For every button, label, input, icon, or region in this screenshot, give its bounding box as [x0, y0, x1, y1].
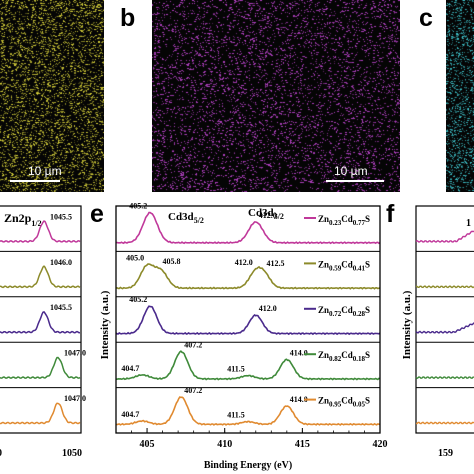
panel-letter-b: b	[120, 4, 136, 32]
data-label: 411.5	[227, 411, 245, 420]
plot-frame	[115, 205, 381, 434]
panel-letter-f: f	[386, 200, 395, 228]
panel-e-cd3d: Intensity (a.u.) Binding Energy (eV) Cd3…	[99, 202, 388, 471]
panel-d-peak-label: 1046.0	[50, 258, 72, 267]
data-label: 414.0	[290, 395, 308, 404]
eds-map-panel-b: 10 µm	[152, 0, 400, 192]
data-label: 407.2	[184, 341, 202, 350]
scale-bar-label-a: 10 µm	[28, 164, 62, 178]
eds-map-image-b	[152, 0, 400, 192]
panel-d-title: Zn2p1/2	[4, 211, 42, 228]
x-tick-label: 405	[140, 439, 155, 450]
scale-bar-b	[326, 180, 384, 182]
eds-map-panel-c	[446, 0, 474, 192]
scale-bar-a	[10, 180, 60, 182]
panel-f-trace	[415, 285, 474, 289]
eds-map-image-c	[446, 0, 474, 192]
legend-entry: Zn0.23Cd0.77S	[318, 214, 370, 227]
data-label: 405.0	[126, 254, 144, 263]
series-line	[115, 263, 381, 290]
data-label: 404.7	[121, 410, 139, 419]
panel-f-trace	[415, 230, 474, 243]
panel-d-trace	[0, 265, 81, 289]
series-line	[115, 396, 381, 426]
series-line	[115, 211, 381, 245]
data-label: 412.0	[259, 304, 277, 313]
data-label: 405.2	[129, 295, 147, 304]
panel-f-trace	[415, 322, 474, 334]
legend-entry: Zn0.82Cd0.18S	[318, 350, 370, 363]
legend-entry: Zn0.72Cd0.28S	[318, 305, 370, 318]
panel-d-zn2p: Zn2p1/2 1045.5 1046.0 1045.5 1047.0 1047.0 0…	[0, 205, 86, 459]
panel-f-partial: Intensity (a.u.) 1 159	[401, 205, 474, 459]
data-label: 407.2	[184, 386, 202, 395]
x-axis-label: Binding Energy (eV)	[204, 460, 292, 471]
scale-bar-label-b: 10 µm	[334, 164, 368, 178]
panel-f-partial-label: 1	[466, 218, 471, 229]
data-label: 412.5	[267, 259, 285, 268]
x-tick-label: 415	[295, 439, 310, 450]
panel-f-y-axis-label: Intensity (a.u.)	[401, 290, 413, 359]
panel-d-peak-label: 1045.5	[50, 212, 72, 221]
panel-d-trace	[0, 311, 81, 334]
panel-d-frame	[0, 205, 82, 434]
x-tick-label: 420	[373, 439, 388, 450]
y-axis-label: Intensity (a.u.)	[99, 290, 111, 359]
panel-f-trace	[416, 421, 474, 425]
series-line	[115, 305, 381, 336]
panel-d-peak-label: 1047.0	[64, 349, 86, 358]
panel-d-tick-label-1050: 1050	[62, 448, 82, 459]
panel-f-tick-label-159: 159	[438, 448, 453, 459]
eds-map-panel-a: 10 µm	[0, 0, 104, 192]
panel-d-trace	[0, 402, 81, 425]
panel-d-peak-label: 1045.5	[50, 303, 72, 312]
data-label: 412.0	[235, 258, 253, 267]
peak-title-cd3d52: Cd3d5/2	[168, 211, 204, 225]
series-line	[115, 350, 381, 381]
legend-entry: Zn0.95Cd0.05S	[318, 396, 370, 409]
panel-d-trace	[0, 220, 81, 243]
data-label: 414.0	[290, 349, 308, 358]
panel-d-trace	[0, 356, 81, 380]
panel-letter-e: e	[90, 200, 104, 228]
panel-f-trace	[415, 376, 474, 380]
legend-entry: Zn0.59Cd0.41S	[318, 259, 370, 272]
panel-d-tick-label-0: 0	[0, 448, 2, 459]
data-label: 404.7	[121, 364, 139, 373]
x-tick-label: 410	[217, 439, 232, 450]
panel-letter-c: c	[419, 4, 433, 32]
peak-title-cd3d32: Cd3d3/2	[248, 207, 284, 221]
panel-f-frame	[415, 205, 474, 434]
data-label: 412.0	[259, 211, 277, 220]
data-label: 411.5	[227, 365, 245, 374]
data-label: 405.8	[163, 257, 181, 266]
eds-map-image-a	[0, 0, 104, 192]
panel-d-peak-label: 1047.0	[64, 394, 86, 403]
